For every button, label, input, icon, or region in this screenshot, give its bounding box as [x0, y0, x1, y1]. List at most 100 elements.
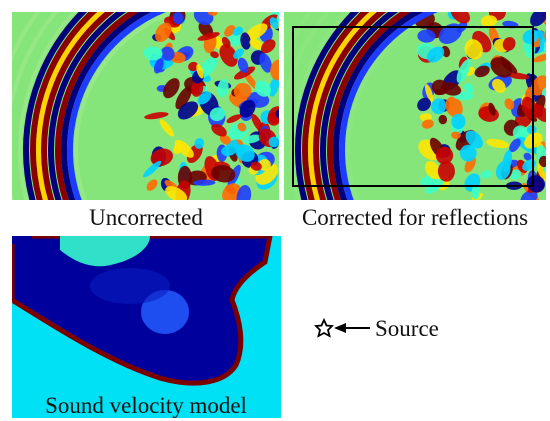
blob — [196, 64, 204, 79]
blob — [465, 130, 483, 149]
blob — [419, 113, 432, 122]
ring — [74, 12, 279, 200]
wavefront — [23, 12, 88, 200]
blob — [426, 46, 445, 63]
blob — [232, 26, 244, 36]
blob — [239, 99, 256, 118]
wavefront — [48, 12, 127, 200]
blob — [153, 58, 164, 74]
source-legend: Source — [314, 316, 439, 341]
blob — [464, 83, 474, 94]
blob — [211, 165, 236, 183]
blob — [522, 29, 539, 44]
blob — [533, 103, 546, 122]
wavefield-uncorrected — [12, 12, 279, 200]
blob — [490, 57, 513, 78]
blob — [425, 161, 441, 180]
wavefront — [302, 12, 370, 200]
blob — [492, 78, 506, 93]
ring — [346, 12, 546, 200]
wavefield-corrected — [284, 12, 546, 200]
blob — [480, 170, 493, 179]
blob — [175, 86, 192, 110]
blob — [155, 22, 172, 42]
blob — [450, 12, 471, 24]
blob — [146, 179, 158, 191]
blob — [173, 141, 184, 155]
blob — [526, 125, 537, 134]
blob — [163, 78, 180, 99]
blob — [260, 39, 276, 54]
blob — [459, 144, 477, 162]
blob — [431, 98, 447, 115]
blob — [456, 59, 471, 83]
blob — [233, 48, 245, 59]
blob — [523, 152, 532, 161]
blob — [207, 12, 218, 16]
blob — [249, 38, 264, 50]
region-box — [292, 26, 534, 187]
blob — [254, 80, 271, 97]
blob — [417, 97, 431, 112]
blob — [451, 113, 466, 130]
blob — [440, 82, 462, 96]
blob — [269, 17, 279, 29]
blob — [240, 32, 251, 50]
blob — [217, 78, 229, 98]
blob — [224, 25, 236, 37]
blob — [172, 12, 184, 25]
wavefront — [339, 12, 438, 200]
blob — [197, 91, 212, 105]
blob — [438, 23, 463, 44]
blob — [143, 46, 163, 61]
blob — [236, 184, 252, 200]
wavefront — [41, 12, 115, 200]
blob — [165, 186, 188, 200]
blob — [150, 148, 173, 167]
blob — [434, 88, 444, 96]
wavefront — [67, 12, 279, 200]
wavefront — [308, 12, 379, 200]
blob — [451, 131, 461, 139]
blob — [221, 36, 231, 48]
blob — [504, 98, 515, 110]
blob — [237, 122, 247, 132]
blob — [188, 61, 199, 72]
blob — [541, 87, 546, 103]
blob — [233, 82, 252, 100]
blob — [194, 137, 205, 149]
blob — [275, 108, 279, 119]
blob — [509, 138, 521, 153]
caption: Sound velocity model — [45, 393, 247, 418]
blob — [417, 29, 436, 43]
blob — [424, 84, 434, 102]
blob — [144, 112, 169, 120]
blob — [521, 96, 539, 120]
blob — [226, 114, 242, 124]
blob — [251, 113, 264, 133]
wavefront — [333, 12, 424, 200]
blob — [197, 32, 220, 41]
blob — [512, 125, 529, 141]
blob — [160, 46, 175, 61]
blob — [198, 21, 213, 37]
blob — [435, 146, 454, 165]
blob — [538, 155, 546, 168]
legend-label: Source — [375, 316, 439, 341]
blob — [488, 102, 496, 116]
blob — [486, 138, 509, 149]
blob — [502, 150, 513, 172]
blob — [506, 72, 531, 80]
blob — [471, 184, 480, 200]
blob — [177, 101, 199, 120]
blob — [268, 136, 279, 148]
wavefront — [55, 12, 140, 200]
blob — [520, 190, 538, 200]
wavefront — [320, 12, 399, 200]
blob — [159, 119, 175, 137]
blob — [259, 53, 272, 73]
wavefront — [30, 12, 98, 200]
wavefront — [36, 12, 107, 200]
blob — [235, 144, 255, 162]
